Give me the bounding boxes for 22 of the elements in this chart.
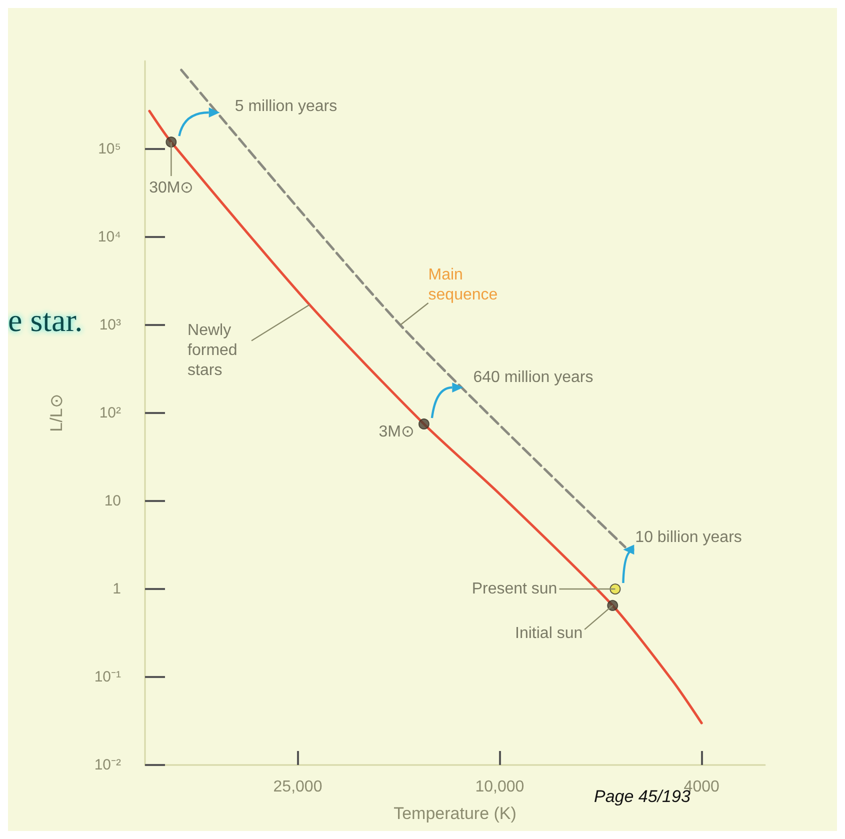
- y-tick-label: 10²: [99, 404, 121, 422]
- y-axis-title: L/L⊙: [47, 394, 66, 432]
- annotation: Newly formed stars: [188, 322, 242, 380]
- y-tick-label: 1: [112, 580, 121, 598]
- y-tick-label: 10³: [99, 316, 121, 334]
- annotation: 640 million years: [473, 368, 594, 386]
- x-axis-title: Temperature (K): [394, 804, 516, 823]
- annotation: 10 billion years: [635, 529, 742, 546]
- x-tick-label: 10,000: [475, 778, 524, 796]
- annotation: 3M⊙: [378, 423, 414, 440]
- y-tick-label: 10⁴: [98, 228, 121, 246]
- annotation: 30M⊙: [149, 180, 194, 197]
- y-tick-label: 10⁵: [98, 140, 121, 158]
- y-tick-label: 10⁻¹: [94, 668, 121, 686]
- annotation: Present sun: [472, 580, 558, 598]
- text: e star.: [8, 302, 83, 338]
- annotation: Main sequence: [428, 266, 498, 304]
- x-tick-label: 25,000: [273, 778, 322, 796]
- y-tick-label: 10⁻²: [94, 756, 121, 774]
- y-tick-label: 10: [104, 492, 121, 510]
- annotation: 5 million years: [234, 98, 338, 115]
- annotation: Initial sun: [515, 624, 583, 642]
